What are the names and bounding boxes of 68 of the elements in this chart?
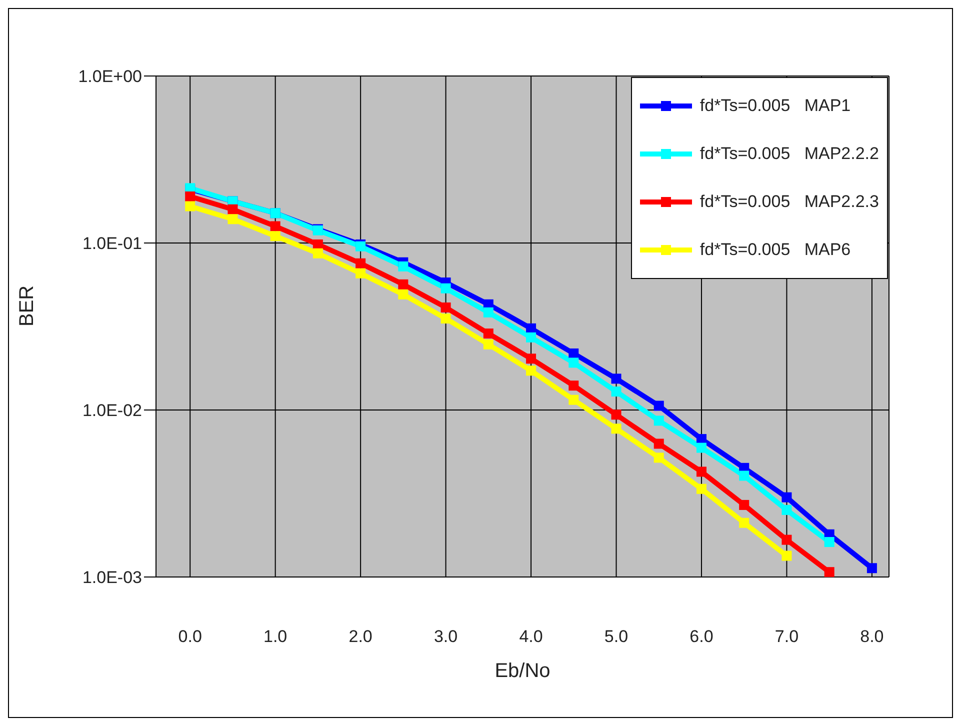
legend-label: fd*Ts=0.005 MAP2.2.2 bbox=[700, 144, 879, 164]
point bbox=[866, 563, 877, 574]
point bbox=[398, 279, 408, 290]
point bbox=[185, 191, 196, 202]
y-axis-title: BER bbox=[16, 285, 38, 326]
point bbox=[440, 283, 451, 294]
point bbox=[696, 442, 706, 453]
point bbox=[270, 221, 280, 232]
point bbox=[270, 231, 280, 242]
point bbox=[398, 261, 408, 272]
point bbox=[568, 358, 579, 368]
x-tick-label: 7.0 bbox=[774, 627, 799, 646]
point bbox=[228, 214, 238, 224]
point bbox=[398, 289, 408, 300]
point bbox=[654, 452, 664, 463]
point bbox=[483, 328, 494, 339]
point bbox=[654, 400, 664, 411]
point bbox=[739, 470, 750, 481]
point bbox=[654, 438, 664, 449]
point bbox=[185, 201, 196, 212]
x-tick-label: 1.0 bbox=[264, 627, 288, 646]
point bbox=[312, 239, 323, 250]
point bbox=[440, 314, 451, 324]
point bbox=[782, 504, 792, 515]
y-tick-label: 1.0E-01 bbox=[82, 234, 142, 254]
x-tick-label: 3.0 bbox=[434, 627, 458, 646]
x-axis-title: Eb/No bbox=[494, 660, 550, 682]
point bbox=[611, 374, 622, 384]
point bbox=[696, 466, 706, 477]
x-tick-label: 5.0 bbox=[604, 627, 628, 646]
y-tick-label: 1.0E-02 bbox=[82, 401, 142, 420]
point bbox=[526, 323, 536, 334]
point bbox=[696, 484, 706, 494]
point bbox=[696, 434, 706, 444]
point bbox=[782, 534, 792, 545]
point bbox=[739, 500, 750, 510]
x-tick-label: 6.0 bbox=[690, 627, 714, 646]
point bbox=[782, 492, 792, 502]
point bbox=[526, 354, 536, 364]
point bbox=[526, 332, 536, 342]
point bbox=[611, 386, 622, 397]
y-tick-label: 1.0E+00 bbox=[78, 67, 142, 86]
x-tick-label: 2.0 bbox=[348, 627, 372, 646]
point bbox=[483, 339, 494, 350]
point bbox=[483, 307, 494, 318]
point bbox=[526, 366, 536, 376]
legend-label: fd*Ts=0.005 MAP1 bbox=[700, 96, 851, 116]
x-tick-label: 0.0 bbox=[178, 627, 202, 646]
point bbox=[739, 518, 750, 528]
point bbox=[782, 550, 792, 561]
point bbox=[568, 394, 579, 405]
point bbox=[654, 416, 664, 426]
point bbox=[356, 258, 366, 268]
point bbox=[568, 380, 579, 391]
x-tick-label: 4.0 bbox=[519, 627, 543, 646]
point bbox=[824, 537, 834, 548]
point bbox=[824, 567, 834, 577]
legend-label: fd*Ts=0.005 MAP2.2.3 bbox=[700, 192, 879, 212]
point bbox=[611, 410, 622, 420]
y-tick-label: 1.0E-03 bbox=[82, 568, 142, 588]
point bbox=[312, 248, 323, 258]
point bbox=[568, 348, 579, 358]
point bbox=[356, 268, 366, 278]
point bbox=[440, 302, 451, 312]
point bbox=[228, 204, 238, 214]
legend-label: fd*Ts=0.005 MAP6 bbox=[700, 240, 851, 260]
x-tick-label: 8.0 bbox=[860, 627, 884, 646]
point bbox=[611, 424, 622, 434]
